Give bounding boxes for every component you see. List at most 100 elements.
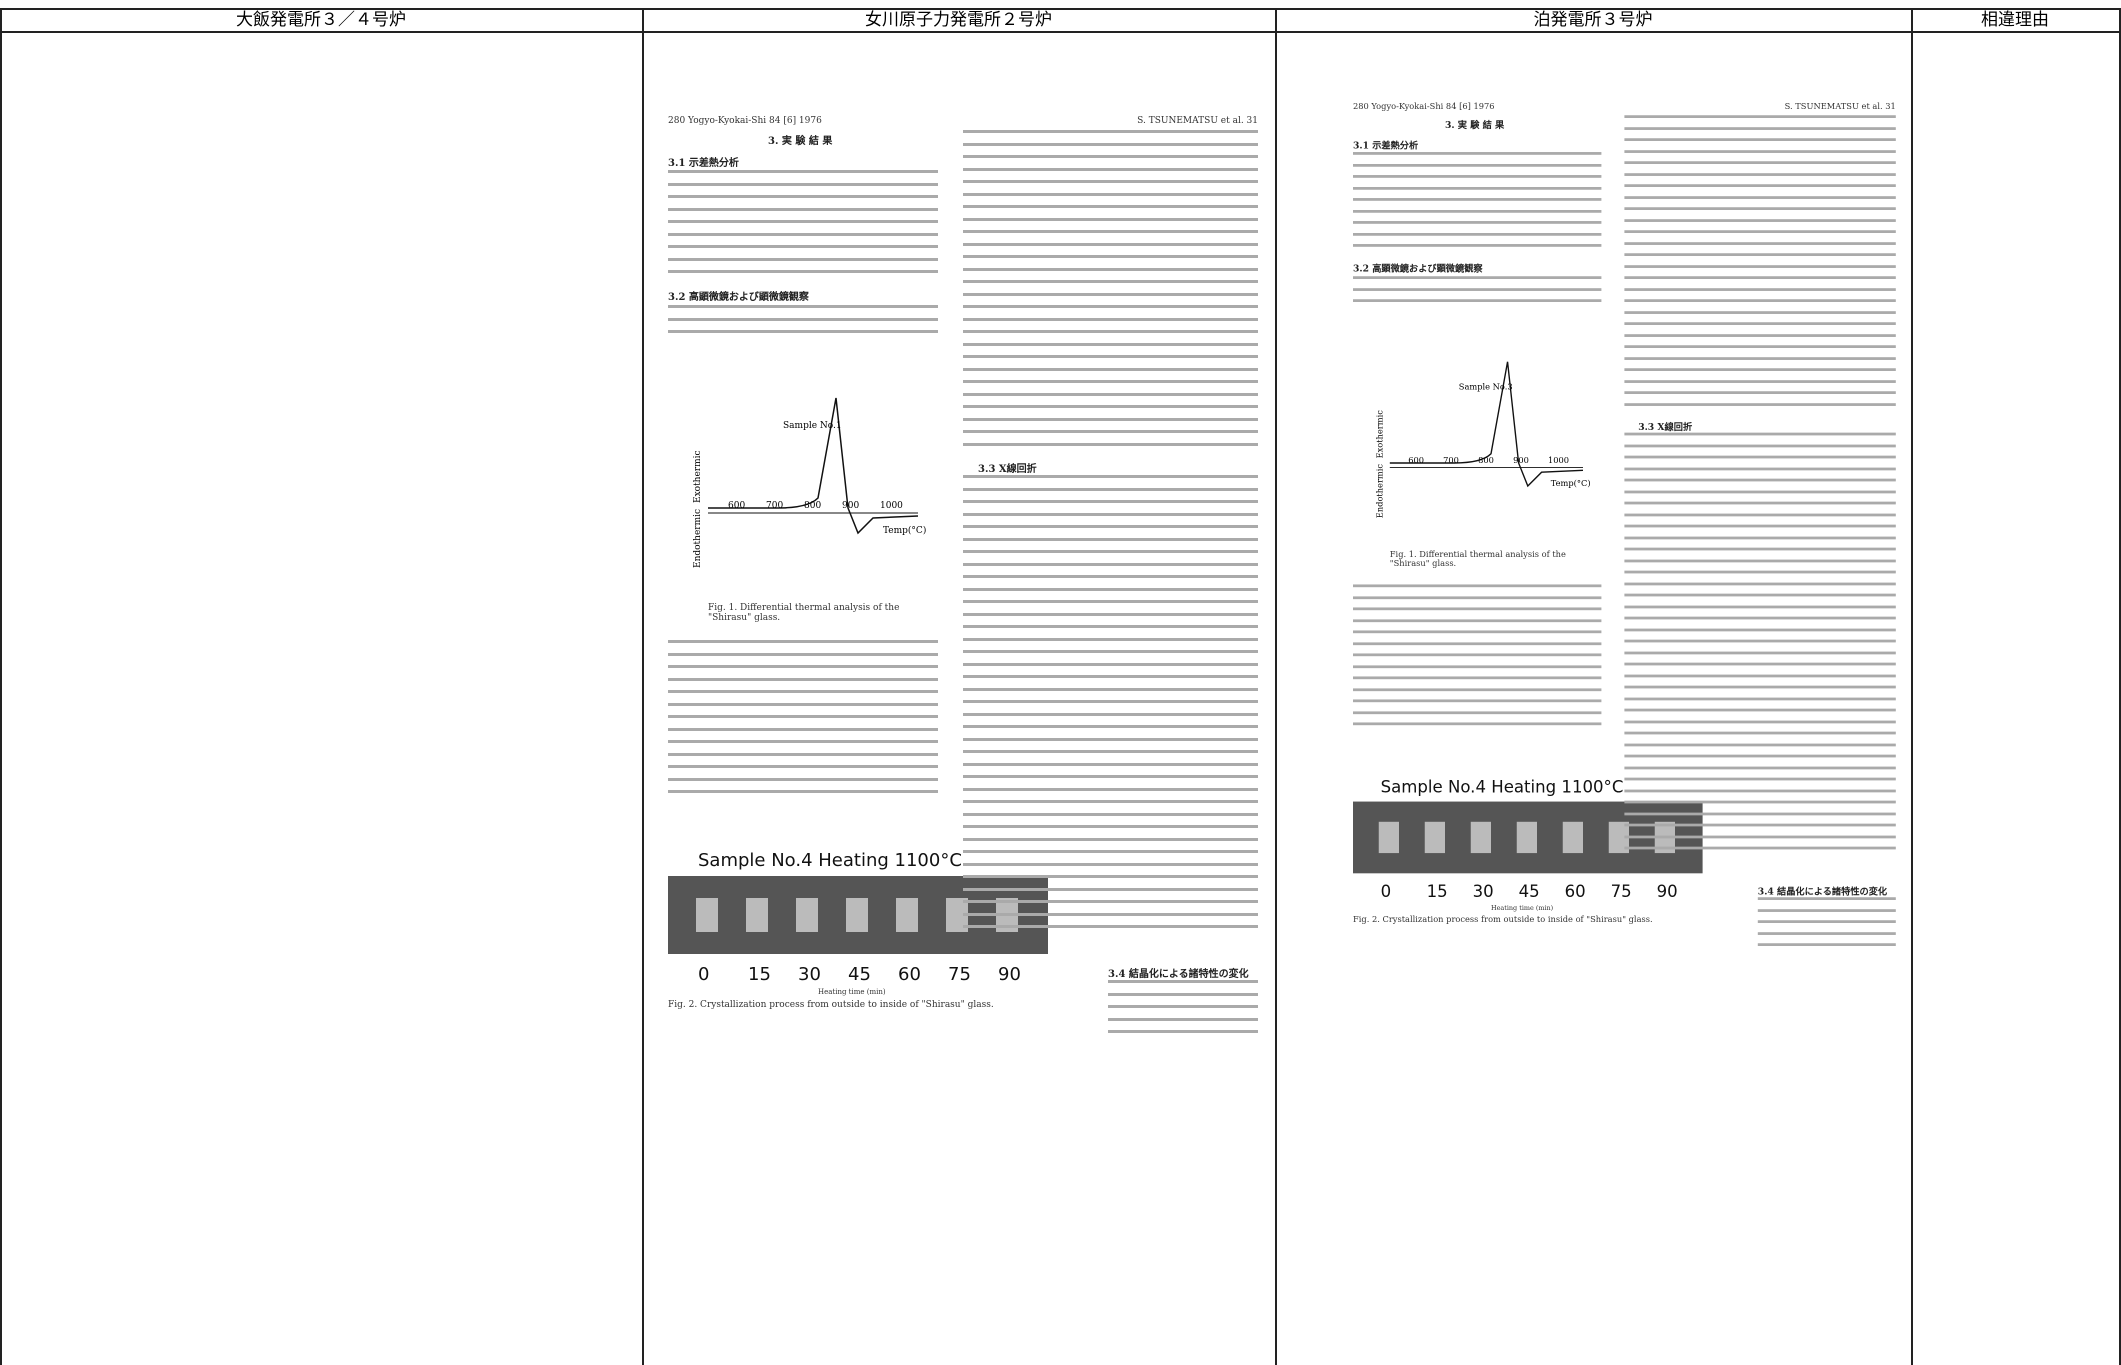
text-line — [668, 207, 938, 211]
text-line — [1624, 345, 1896, 348]
text-line — [963, 850, 1258, 853]
text-line — [1624, 570, 1896, 574]
text-line — [963, 487, 1258, 491]
text-line — [1353, 630, 1602, 634]
section-heading: 3.1 示差熱分析 — [1353, 141, 1419, 152]
text-line — [1624, 605, 1896, 608]
text-line — [1353, 653, 1602, 657]
text-line — [963, 900, 1258, 903]
sample-block — [796, 898, 818, 932]
column-header: 女川原子力発電所２号炉 — [865, 10, 1052, 30]
text-line — [1624, 172, 1896, 176]
text-line — [963, 355, 1258, 358]
text-line — [1353, 699, 1602, 703]
text-line — [963, 242, 1258, 246]
text-line — [1624, 501, 1896, 505]
text-line — [668, 777, 938, 781]
tick-label: 30 — [1472, 882, 1494, 902]
text-line — [963, 562, 1258, 566]
tick-label: 45 — [1518, 882, 1540, 902]
text-line — [1624, 536, 1896, 539]
text-line — [1624, 368, 1896, 371]
text-line — [963, 500, 1258, 503]
text-line — [1624, 651, 1896, 654]
text-line — [1624, 276, 1896, 279]
text-line — [963, 650, 1258, 653]
text-line — [1624, 593, 1896, 597]
text-line — [963, 130, 1258, 133]
text-line — [963, 712, 1258, 716]
axis-label: Heating time (min) — [1491, 904, 1554, 912]
text-line — [1108, 980, 1258, 983]
text-line — [1624, 241, 1896, 245]
figure-title: Sample No.4 Heating 1100°C — [698, 850, 962, 871]
text-line — [1353, 595, 1602, 599]
text-line — [963, 230, 1258, 233]
text-line — [1624, 115, 1896, 118]
text-line — [963, 737, 1258, 741]
text-line — [1353, 175, 1602, 178]
text-line — [1624, 310, 1896, 314]
text-line — [963, 180, 1258, 183]
text-line — [963, 167, 1258, 171]
text-line — [1353, 641, 1602, 645]
text-line — [668, 727, 938, 731]
text-line — [963, 775, 1258, 778]
tick-label: 800 — [1478, 455, 1494, 465]
scanned-page: 280 Yogyo-Kyokai-Shi 84 [6] 1976 S. TSUNE… — [1353, 95, 1896, 951]
text-line — [963, 762, 1258, 766]
section-heading: 3.4 結晶化による諸特性の変化 — [1757, 887, 1888, 898]
text-line — [1624, 685, 1896, 689]
section-title: 3. 実 験 結 果 — [1445, 120, 1505, 131]
text-line — [1624, 697, 1896, 700]
text-line — [963, 612, 1258, 616]
text-line — [1353, 163, 1602, 167]
text-line — [1757, 931, 1896, 935]
text-line — [963, 675, 1258, 678]
text-line — [963, 637, 1258, 641]
text-line — [1624, 789, 1896, 792]
text-line — [1353, 664, 1602, 668]
tick-label: 60 — [1564, 882, 1586, 902]
text-line — [963, 787, 1258, 791]
text-line — [963, 442, 1258, 446]
tick-label: 15 — [748, 964, 771, 985]
text-line — [963, 392, 1258, 396]
text-line — [963, 837, 1258, 841]
tick-label: 30 — [798, 964, 821, 985]
section-heading: 3.1 示差熱分析 — [668, 158, 739, 169]
text-line — [1624, 299, 1896, 302]
tick-label: 0 — [1380, 882, 1392, 902]
text-line — [1624, 402, 1896, 406]
tick-label: 700 — [1443, 455, 1459, 465]
text-line — [1108, 1030, 1258, 1033]
text-line — [668, 640, 938, 643]
text-line — [1353, 584, 1602, 588]
section-heading: 3.2 高顕微鏡および顕微鏡観察 — [1353, 264, 1483, 275]
text-line — [1624, 195, 1896, 199]
text-line — [1624, 207, 1896, 210]
text-line — [1108, 992, 1258, 996]
text-line — [963, 192, 1258, 196]
sample-block — [746, 898, 768, 932]
text-line — [963, 292, 1258, 296]
text-line — [1624, 800, 1896, 804]
section-title: 3. 実 験 結 果 — [768, 136, 833, 147]
text-line — [668, 790, 938, 793]
text-line — [1353, 244, 1602, 247]
endo-label: Endothermic — [693, 509, 703, 568]
text-line — [1624, 149, 1896, 153]
text-line — [668, 195, 938, 198]
axis-label: Temp(°C) — [883, 525, 926, 536]
text-line — [668, 257, 938, 261]
tick-label: 800 — [804, 501, 821, 511]
text-line — [1624, 379, 1896, 383]
running-head: 280 Yogyo-Kyokai-Shi 84 [6] 1976 — [668, 116, 822, 126]
text-line — [963, 537, 1258, 541]
text-line — [668, 677, 938, 681]
text-line — [1624, 639, 1896, 643]
sample-block — [1516, 821, 1537, 854]
text-line — [1353, 710, 1602, 714]
text-line — [668, 220, 938, 223]
